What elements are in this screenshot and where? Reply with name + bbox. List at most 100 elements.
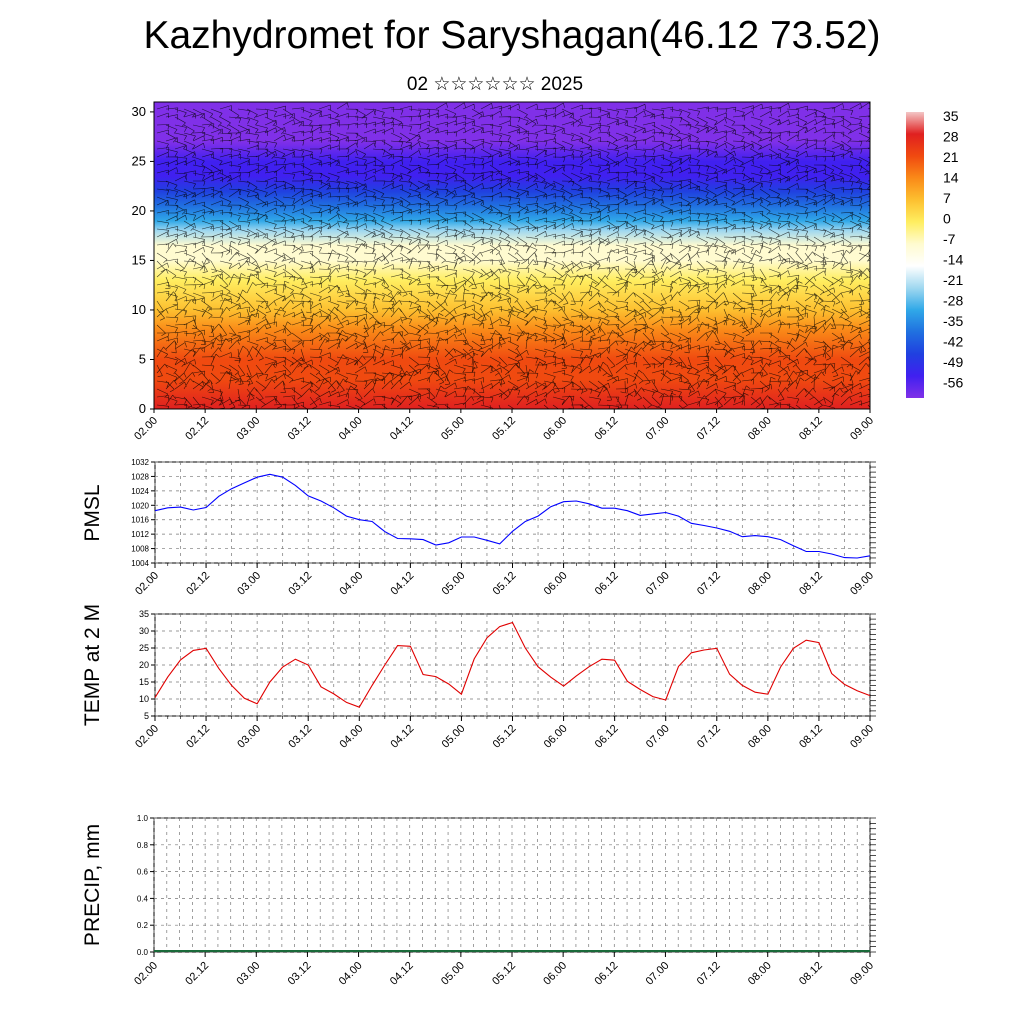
x-tick-label: 02.12 <box>183 960 211 988</box>
heat-x-tick-label: 05.00 <box>439 415 467 443</box>
x-tick-label: 04.12 <box>389 570 417 598</box>
heat-x-tick-label: 08.00 <box>746 415 774 443</box>
x-tick-label: 03.12 <box>286 570 314 598</box>
x-tick-label: 08.00 <box>746 723 774 751</box>
heat-y-tick-label: 20 <box>132 203 146 218</box>
y-tick-label: 0.4 <box>137 894 149 903</box>
y-tick-label: 30 <box>139 626 149 636</box>
y-tick-label: 5 <box>144 711 149 721</box>
x-tick-label: 02.00 <box>132 960 160 988</box>
x-tick-label: 08.12 <box>797 960 825 988</box>
x-tick-label: 07.12 <box>695 960 723 988</box>
x-tick-label: 02.12 <box>184 570 212 598</box>
y-tick-label: 0.2 <box>137 921 149 930</box>
y-tick-label: 1032 <box>131 458 149 467</box>
x-tick-label: 06.12 <box>593 723 621 751</box>
colorbar: 35 28 21 14 7 0 -7 -14 -21 -28 -35 -42 -49 -56 <box>906 108 963 398</box>
x-tick-label: 07.00 <box>644 960 672 988</box>
x-tick-label: 03.00 <box>235 723 263 751</box>
cross-section-panel: 0 5 10 15 20 25 30 02.00 02.12 03.00 03.12 04.00 04.… <box>132 101 876 443</box>
y-tick-label: 25 <box>139 643 149 653</box>
x-tick-label: 08.12 <box>797 570 825 598</box>
heat-x-tick-label: 02.00 <box>132 415 160 443</box>
colorbar-label: -49 <box>943 354 963 370</box>
colorbar-label: -28 <box>943 293 963 309</box>
colorbar-label: -56 <box>943 375 963 391</box>
colorbar-label: -42 <box>943 334 963 350</box>
y-tick-label: 1008 <box>131 545 149 554</box>
x-tick-label: 08.12 <box>797 723 825 751</box>
x-tick-label: 02.00 <box>133 570 161 598</box>
heat-y-tick-label: 15 <box>132 252 146 267</box>
x-tick-label: 08.00 <box>746 570 774 598</box>
y-tick-label: 15 <box>139 677 149 687</box>
colorbar-label: -14 <box>943 252 963 268</box>
temp-panel: 5 10 15 20 25 30 35 02.00 02.12 03.00 03.12 04.00 04… <box>81 604 876 751</box>
heat-x-tick-label: 07.00 <box>644 415 672 443</box>
x-tick-label: 07.12 <box>695 570 723 598</box>
x-tick-label: 09.00 <box>848 960 876 988</box>
x-tick-label: 05.12 <box>491 570 519 598</box>
x-tick-label: 07.00 <box>644 723 672 751</box>
y-tick-label: 1016 <box>131 516 149 525</box>
x-tick-label: 06.00 <box>542 723 570 751</box>
colorbar-label: 0 <box>943 211 951 227</box>
chart-subtitle: 02 ☆☆☆☆☆☆ 2025 <box>406 74 584 95</box>
heat-x-tick-label: 04.00 <box>337 415 365 443</box>
heat-x-tick-label: 09.00 <box>848 415 876 443</box>
heat-x-tick-label: 02.12 <box>183 415 211 443</box>
chart-title: Kazhydromet for Saryshagan(46.12 73.52) <box>143 14 881 57</box>
y-axis-label: PMSL <box>81 484 104 541</box>
heat-x-tick-label: 03.12 <box>286 415 314 443</box>
x-tick-label: 06.12 <box>593 570 621 598</box>
x-tick-label: 07.12 <box>695 723 723 751</box>
x-tick-label: 06.12 <box>592 960 620 988</box>
x-tick-label: 06.00 <box>542 570 570 598</box>
colorbar-label: 7 <box>943 190 951 206</box>
colorbar-label: 28 <box>943 129 959 145</box>
x-tick-label: 09.00 <box>848 723 876 751</box>
heat-x-tick-label: 04.12 <box>388 415 416 443</box>
colorbar-swatch <box>906 112 924 398</box>
y-tick-label: 10 <box>139 694 149 704</box>
series-line <box>154 473 871 559</box>
precip-panel: 0.0 0.2 0.4 0.6 0.8 1.0 02.00 02.12 03.00 03.12 04… <box>81 814 876 988</box>
heat-x-tick-label: 08.12 <box>797 415 825 443</box>
pmsl-panel: 1004 1008 1012 1016 1020 1024 1028 1032 02.00 02.… <box>81 458 876 598</box>
x-tick-label: 04.00 <box>337 723 365 751</box>
colorbar-label: 35 <box>943 108 959 124</box>
colorbar-label: 14 <box>943 170 959 186</box>
y-tick-label: 20 <box>139 660 149 670</box>
heat-x-tick-label: 06.12 <box>592 415 620 443</box>
x-tick-label: 06.00 <box>541 960 569 988</box>
wind-barb-paths <box>156 102 870 409</box>
y-axis-label: TEMP at 2 M <box>81 604 104 726</box>
heat-x-tick-label: 03.00 <box>234 415 262 443</box>
heat-x-tick-label: 06.00 <box>541 415 569 443</box>
colorbar-label: -21 <box>943 272 963 288</box>
heat-y-tick-label: 0 <box>139 401 146 416</box>
heat-x-tick-label: 05.12 <box>490 415 518 443</box>
colorbar-label: 21 <box>943 149 959 165</box>
series-line <box>154 621 871 708</box>
colorbar-label: -7 <box>943 231 956 247</box>
x-tick-label: 05.00 <box>440 570 468 598</box>
heat-x-tick-label: 07.12 <box>695 415 723 443</box>
y-tick-label: 0.8 <box>137 841 149 850</box>
x-tick-label: 05.12 <box>490 960 518 988</box>
wind-barbs <box>156 102 870 409</box>
x-tick-label: 03.00 <box>234 960 262 988</box>
x-tick-label: 04.00 <box>337 570 365 598</box>
x-tick-label: 02.00 <box>133 723 161 751</box>
heat-y-tick-label: 25 <box>132 153 146 168</box>
heat-y-tick-label: 10 <box>132 302 146 317</box>
y-tick-label: 1028 <box>131 472 149 481</box>
y-tick-label: 0.6 <box>137 868 149 877</box>
x-tick-label: 08.00 <box>746 960 774 988</box>
y-tick-label: 1020 <box>131 501 149 510</box>
y-tick-label: 1004 <box>131 559 149 568</box>
x-tick-label: 09.00 <box>848 570 876 598</box>
x-tick-label: 07.00 <box>644 570 672 598</box>
heat-y-tick-label: 5 <box>139 351 146 366</box>
y-axis-label: PRECIP, mm <box>81 824 104 946</box>
